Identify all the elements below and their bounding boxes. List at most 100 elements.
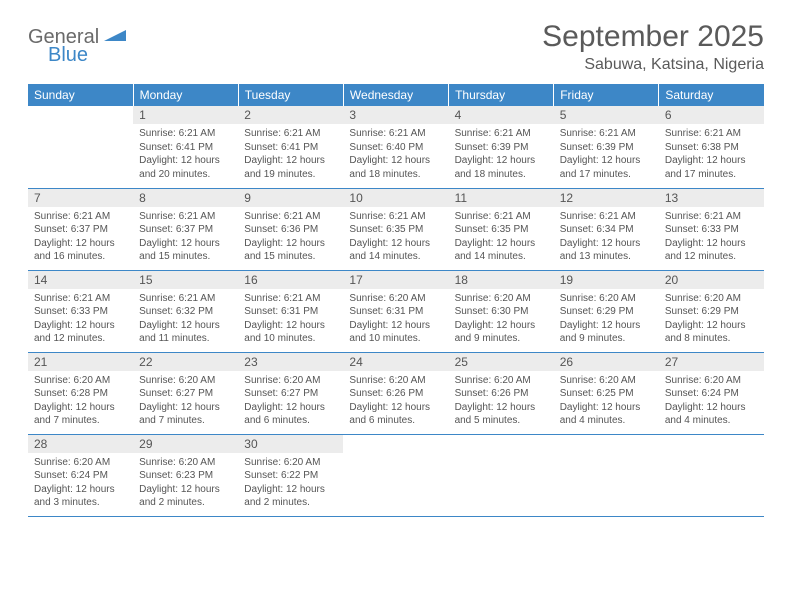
calendar-cell: 3Sunrise: 6:21 AMSunset: 6:40 PMDaylight… [343, 106, 448, 188]
calendar-cell: 13Sunrise: 6:21 AMSunset: 6:33 PMDayligh… [659, 188, 764, 270]
day-content: Sunrise: 6:20 AMSunset: 6:22 PMDaylight:… [238, 453, 343, 514]
logo-word2-wrap: Blue [50, 44, 88, 67]
sunset-text: Sunset: 6:36 PM [244, 223, 337, 237]
sunset-text: Sunset: 6:22 PM [244, 469, 337, 483]
calendar-cell [28, 106, 133, 188]
day-number: 3 [343, 106, 448, 124]
daylight-text: Daylight: 12 hours and 8 minutes. [665, 319, 758, 346]
day-number: 9 [238, 189, 343, 207]
sunset-text: Sunset: 6:27 PM [139, 387, 232, 401]
sunrise-text: Sunrise: 6:20 AM [665, 292, 758, 306]
daylight-text: Daylight: 12 hours and 17 minutes. [560, 154, 653, 181]
sunrise-text: Sunrise: 6:20 AM [139, 374, 232, 388]
day-number: 21 [28, 353, 133, 371]
title-block: September 2025 Sabuwa, Katsina, Nigeria [542, 20, 764, 74]
logo-triangle-icon [104, 27, 126, 48]
calendar-cell: 15Sunrise: 6:21 AMSunset: 6:32 PMDayligh… [133, 270, 238, 352]
calendar-cell: 6Sunrise: 6:21 AMSunset: 6:38 PMDaylight… [659, 106, 764, 188]
day-content: Sunrise: 6:21 AMSunset: 6:37 PMDaylight:… [28, 207, 133, 268]
day-header: Monday [133, 84, 238, 106]
sunrise-text: Sunrise: 6:21 AM [349, 127, 442, 141]
calendar-cell: 18Sunrise: 6:20 AMSunset: 6:30 PMDayligh… [449, 270, 554, 352]
calendar-row: 21Sunrise: 6:20 AMSunset: 6:28 PMDayligh… [28, 352, 764, 434]
day-number: 25 [449, 353, 554, 371]
sunset-text: Sunset: 6:37 PM [139, 223, 232, 237]
daylight-text: Daylight: 12 hours and 6 minutes. [349, 401, 442, 428]
sunset-text: Sunset: 6:32 PM [139, 305, 232, 319]
sunset-text: Sunset: 6:40 PM [349, 141, 442, 155]
daylight-text: Daylight: 12 hours and 7 minutes. [34, 401, 127, 428]
sunrise-text: Sunrise: 6:21 AM [349, 210, 442, 224]
calendar-row: 7Sunrise: 6:21 AMSunset: 6:37 PMDaylight… [28, 188, 764, 270]
day-header-row: SundayMondayTuesdayWednesdayThursdayFrid… [28, 84, 764, 106]
daylight-text: Daylight: 12 hours and 9 minutes. [560, 319, 653, 346]
day-number: 4 [449, 106, 554, 124]
sunrise-text: Sunrise: 6:21 AM [34, 210, 127, 224]
day-content: Sunrise: 6:21 AMSunset: 6:40 PMDaylight:… [343, 124, 448, 185]
calendar-cell: 14Sunrise: 6:21 AMSunset: 6:33 PMDayligh… [28, 270, 133, 352]
sunset-text: Sunset: 6:35 PM [349, 223, 442, 237]
day-header: Saturday [659, 84, 764, 106]
sunset-text: Sunset: 6:31 PM [244, 305, 337, 319]
day-content: Sunrise: 6:21 AMSunset: 6:33 PMDaylight:… [28, 289, 133, 350]
day-content: Sunrise: 6:20 AMSunset: 6:27 PMDaylight:… [238, 371, 343, 432]
sunrise-text: Sunrise: 6:21 AM [244, 292, 337, 306]
calendar-cell: 8Sunrise: 6:21 AMSunset: 6:37 PMDaylight… [133, 188, 238, 270]
day-number: 1 [133, 106, 238, 124]
calendar-cell: 9Sunrise: 6:21 AMSunset: 6:36 PMDaylight… [238, 188, 343, 270]
daylight-text: Daylight: 12 hours and 19 minutes. [244, 154, 337, 181]
day-number: 22 [133, 353, 238, 371]
sunrise-text: Sunrise: 6:21 AM [665, 127, 758, 141]
daylight-text: Daylight: 12 hours and 16 minutes. [34, 237, 127, 264]
day-number: 15 [133, 271, 238, 289]
day-number: 8 [133, 189, 238, 207]
calendar-cell: 26Sunrise: 6:20 AMSunset: 6:25 PMDayligh… [554, 352, 659, 434]
sunrise-text: Sunrise: 6:20 AM [560, 374, 653, 388]
calendar-cell: 17Sunrise: 6:20 AMSunset: 6:31 PMDayligh… [343, 270, 448, 352]
calendar-cell: 23Sunrise: 6:20 AMSunset: 6:27 PMDayligh… [238, 352, 343, 434]
day-content: Sunrise: 6:20 AMSunset: 6:30 PMDaylight:… [449, 289, 554, 350]
sunset-text: Sunset: 6:26 PM [349, 387, 442, 401]
day-number: 28 [28, 435, 133, 453]
sunrise-text: Sunrise: 6:21 AM [244, 210, 337, 224]
day-content: Sunrise: 6:21 AMSunset: 6:36 PMDaylight:… [238, 207, 343, 268]
day-content: Sunrise: 6:21 AMSunset: 6:32 PMDaylight:… [133, 289, 238, 350]
calendar-table: SundayMondayTuesdayWednesdayThursdayFrid… [28, 84, 764, 517]
daylight-text: Daylight: 12 hours and 12 minutes. [665, 237, 758, 264]
sunset-text: Sunset: 6:24 PM [665, 387, 758, 401]
header: General September 2025 Sabuwa, Katsina, … [28, 20, 764, 74]
day-number: 7 [28, 189, 133, 207]
day-content: Sunrise: 6:21 AMSunset: 6:35 PMDaylight:… [343, 207, 448, 268]
sunrise-text: Sunrise: 6:21 AM [560, 210, 653, 224]
sunrise-text: Sunrise: 6:20 AM [244, 456, 337, 470]
sunset-text: Sunset: 6:26 PM [455, 387, 548, 401]
day-content: Sunrise: 6:21 AMSunset: 6:39 PMDaylight:… [449, 124, 554, 185]
day-number: 23 [238, 353, 343, 371]
calendar-cell: 30Sunrise: 6:20 AMSunset: 6:22 PMDayligh… [238, 434, 343, 516]
day-content: Sunrise: 6:20 AMSunset: 6:25 PMDaylight:… [554, 371, 659, 432]
sunset-text: Sunset: 6:29 PM [560, 305, 653, 319]
daylight-text: Daylight: 12 hours and 10 minutes. [349, 319, 442, 346]
daylight-text: Daylight: 12 hours and 10 minutes. [244, 319, 337, 346]
day-number: 16 [238, 271, 343, 289]
day-content: Sunrise: 6:21 AMSunset: 6:35 PMDaylight:… [449, 207, 554, 268]
calendar-cell [554, 434, 659, 516]
sunrise-text: Sunrise: 6:20 AM [349, 292, 442, 306]
sunrise-text: Sunrise: 6:21 AM [139, 210, 232, 224]
sunset-text: Sunset: 6:41 PM [244, 141, 337, 155]
day-number: 6 [659, 106, 764, 124]
day-number: 29 [133, 435, 238, 453]
daylight-text: Daylight: 12 hours and 11 minutes. [139, 319, 232, 346]
calendar-cell: 27Sunrise: 6:20 AMSunset: 6:24 PMDayligh… [659, 352, 764, 434]
daylight-text: Daylight: 12 hours and 9 minutes. [455, 319, 548, 346]
month-title: September 2025 [542, 20, 764, 54]
day-number: 18 [449, 271, 554, 289]
sunrise-text: Sunrise: 6:20 AM [34, 374, 127, 388]
day-content: Sunrise: 6:21 AMSunset: 6:37 PMDaylight:… [133, 207, 238, 268]
daylight-text: Daylight: 12 hours and 13 minutes. [560, 237, 653, 264]
daylight-text: Daylight: 12 hours and 12 minutes. [34, 319, 127, 346]
day-header: Friday [554, 84, 659, 106]
day-number: 2 [238, 106, 343, 124]
day-content: Sunrise: 6:20 AMSunset: 6:24 PMDaylight:… [28, 453, 133, 514]
day-number: 24 [343, 353, 448, 371]
